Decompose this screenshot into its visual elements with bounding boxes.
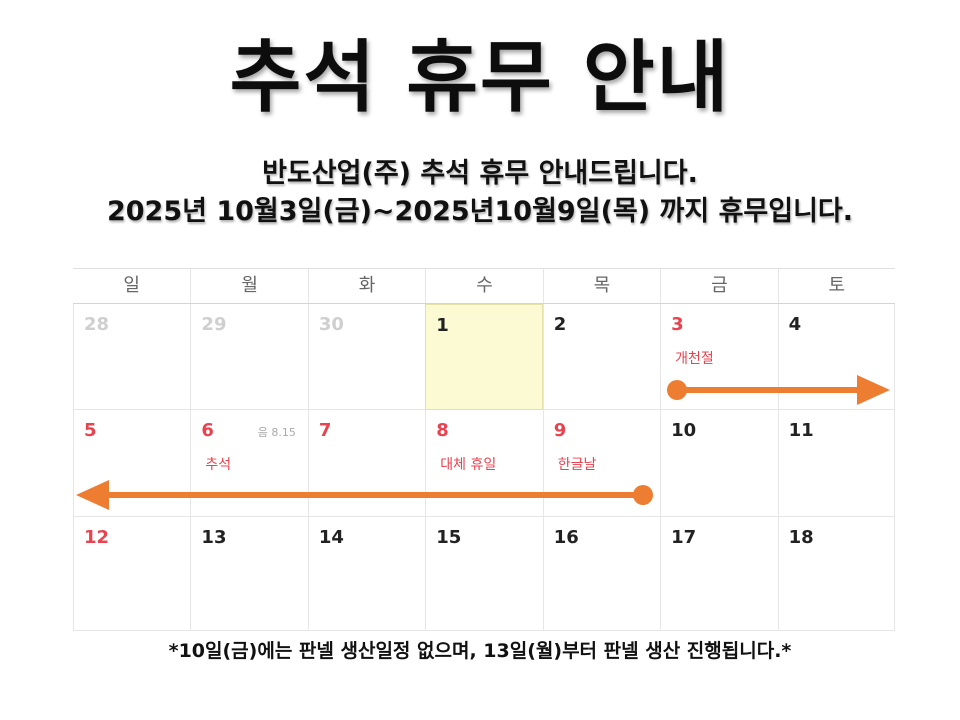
weekday-sun: 일 [123, 275, 140, 296]
calendar-weekday-header: 일 월 화 수 목 금 토 [73, 268, 895, 304]
calendar-day-cell[interactable]: 15 [425, 517, 543, 631]
weekday-tue: 화 [307, 269, 425, 303]
day-number: 2 [553, 314, 567, 335]
day-number: 1 [436, 315, 449, 336]
calendar: 일 월 화 수 목 금 토 28 29 30 1 2 3 개천절 4 5 6 추석 음 8.15 7 8 대… [73, 268, 895, 631]
calendar-day-cell[interactable]: 18 [777, 517, 895, 631]
calendar-day-cell[interactable]: 17 [660, 517, 778, 631]
calendar-day-cell[interactable]: 14 [307, 517, 426, 631]
calendar-day-cell[interactable]: 9 한글날 [542, 410, 661, 517]
weekday-wed: 수 [425, 269, 542, 303]
day-number: 28 [84, 314, 110, 335]
calendar-day-cell[interactable]: 1 [425, 304, 543, 410]
day-number: 17 [671, 527, 697, 548]
holiday-event-label: 개천절 [675, 351, 714, 367]
day-number: 14 [318, 527, 344, 548]
holiday-event-label: 대체 휴일 [440, 457, 497, 473]
day-number: 5 [84, 420, 97, 441]
calendar-day-cell[interactable]: 4 [777, 304, 895, 410]
calendar-day-cell[interactable]: 30 [307, 304, 426, 410]
weekday-mon: 월 [190, 269, 307, 303]
production-footnote: *10일(금)에는 판넬 생산일정 없으며, 13일(월)부터 판넬 생산 진행… [168, 640, 792, 662]
calendar-day-cell[interactable]: 6 추석 음 8.15 [190, 410, 308, 517]
calendar-day-cell[interactable]: 16 [542, 517, 661, 631]
calendar-day-cell[interactable]: 8 대체 휴일 [425, 410, 543, 517]
day-number: 7 [318, 420, 332, 441]
day-number: 8 [436, 420, 449, 441]
holiday-event-label: 추석 [205, 457, 232, 473]
calendar-day-cell[interactable]: 28 [73, 304, 191, 410]
subtitle-company-notice: 반도산업(주) 추석 휴무 안내드립니다. [262, 158, 698, 189]
calendar-day-cell[interactable]: 3 개천절 [660, 304, 778, 410]
day-number: 11 [788, 420, 814, 441]
day-number: 16 [553, 527, 579, 548]
holiday-event-label: 한글날 [557, 457, 597, 473]
day-number: 9 [553, 420, 567, 441]
calendar-day-cell[interactable]: 13 [190, 517, 308, 631]
calendar-day-cell[interactable]: 5 [73, 410, 191, 517]
calendar-day-cell[interactable]: 10 [660, 410, 778, 517]
day-number: 6 [201, 420, 214, 441]
page-title: 추석 휴무 안내 [229, 33, 731, 123]
calendar-day-cell[interactable]: 2 [542, 304, 661, 410]
calendar-day-cell[interactable]: 29 [190, 304, 308, 410]
calendar-day-cell[interactable]: 12 [73, 517, 191, 631]
day-number: 12 [84, 527, 110, 548]
day-number: 3 [671, 314, 684, 335]
calendar-grid: 28 29 30 1 2 3 개천절 4 5 6 추석 음 8.15 7 8 대체 휴일 9 한글날 10 11 12… [73, 304, 895, 631]
day-number: 15 [436, 527, 462, 548]
day-number: 29 [201, 314, 227, 335]
subtitle-holiday-period: 2025년 10월3일(금)~2025년10월9일(목) 까지 휴무입니다. [106, 196, 854, 227]
day-number: 30 [318, 314, 344, 335]
weekday-fri: 금 [660, 269, 777, 303]
weekday-thu: 목 [542, 269, 660, 303]
calendar-day-cell[interactable]: 11 [777, 410, 895, 517]
day-number: 18 [788, 527, 814, 548]
day-number: 4 [788, 314, 802, 335]
weekday-sat: 토 [777, 269, 895, 303]
calendar-day-cell[interactable]: 7 [307, 410, 426, 517]
lunar-date-label: 음 8.15 [257, 426, 296, 439]
day-number: 13 [201, 527, 227, 548]
day-number: 10 [671, 420, 697, 441]
